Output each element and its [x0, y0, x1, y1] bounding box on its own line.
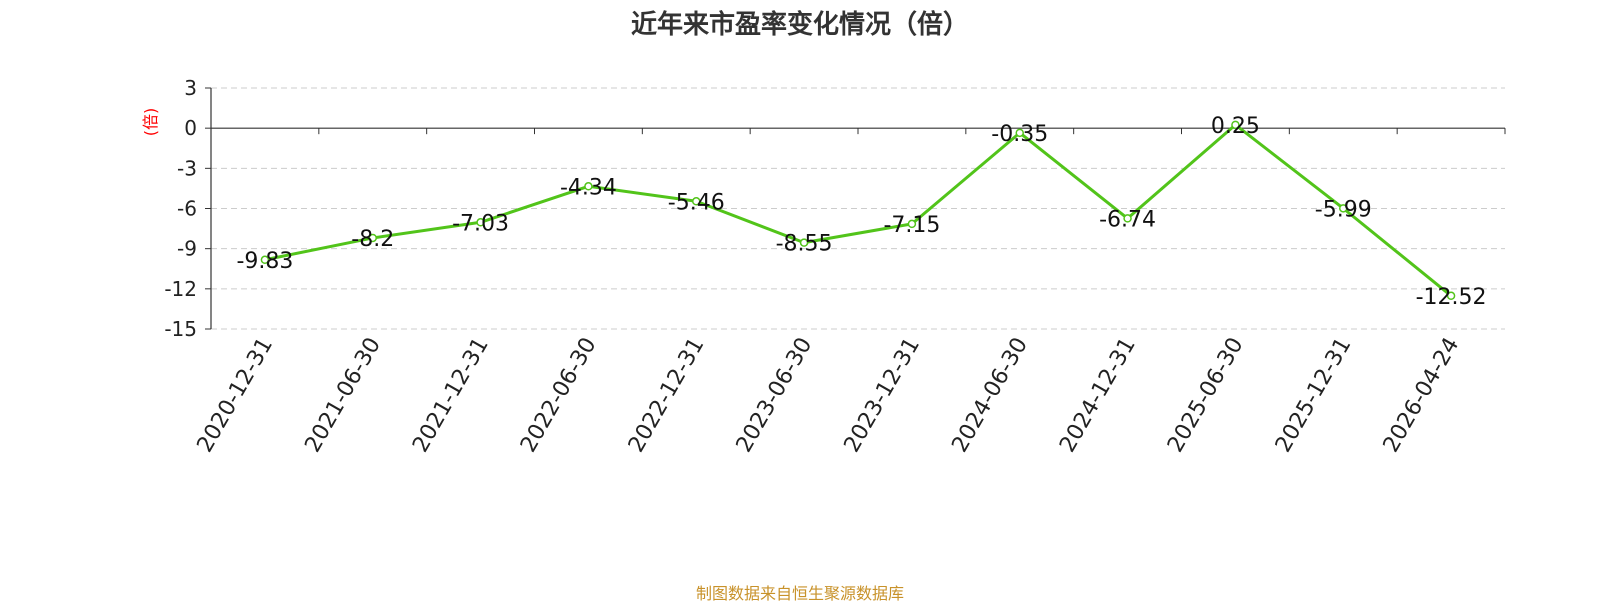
axes: 3 0 -3 -6 -9 -12 -15 (倍) 2020-12-31 2021-06-30 202…	[141, 76, 1506, 457]
data-label: 0.25	[1211, 114, 1260, 139]
x-tick-label: 2023-06-30	[732, 334, 818, 457]
y-tick-label: -3	[177, 156, 197, 180]
data-label: -4.34	[560, 175, 617, 200]
data-point	[368, 233, 377, 243]
x-tick-label: 2024-12-31	[1055, 334, 1141, 457]
data-label: -7.03	[452, 211, 509, 236]
y-tick-label: -15	[164, 317, 197, 341]
data-point	[476, 218, 485, 227]
x-tick-label: 2026-04-24	[1379, 334, 1465, 457]
data-point	[1231, 120, 1240, 130]
x-tick-label: 2024-06-30	[947, 334, 1033, 457]
y-tick-label: -9	[177, 237, 197, 261]
data-label: -7.15	[883, 213, 940, 238]
data-point	[1446, 291, 1456, 301]
x-tick-label: 2020-12-31	[193, 334, 279, 457]
x-tick-label: 2023-12-31	[840, 334, 926, 457]
y-tick-label: -6	[177, 197, 197, 221]
data-point	[799, 238, 809, 247]
data-label: -9.83	[236, 249, 293, 274]
data-labels: -9.83 -8.2 -7.03 -4.34 -5.46 -8.55 -7.15 -0.35 -…	[236, 114, 1486, 310]
x-tick-label: 2025-06-30	[1163, 334, 1249, 457]
y-axis-label: (倍)	[141, 108, 160, 137]
data-point	[692, 197, 701, 206]
x-tick-label: 2022-06-30	[516, 334, 602, 457]
y-tick-label: 0	[184, 116, 197, 140]
data-label: -5.46	[668, 190, 725, 215]
chart-title: 近年来市盈率变化情况（倍）	[630, 10, 969, 40]
data-label: -6.74	[1099, 207, 1156, 232]
data-label: -12.52	[1416, 285, 1487, 310]
data-point	[584, 182, 593, 191]
data-label: -8.2	[351, 227, 394, 252]
y-tick-label: -12	[164, 277, 197, 301]
data-label: -5.99	[1315, 197, 1372, 222]
x-tick-label: 2022-12-31	[624, 334, 710, 457]
y-tick-label: 3	[184, 76, 197, 100]
data-point	[1123, 214, 1132, 223]
data-point	[907, 219, 917, 229]
x-tick-label: 2025-12-31	[1271, 334, 1357, 457]
series-line	[264, 123, 1453, 297]
x-tick-label: 2021-06-30	[300, 334, 386, 457]
data-point	[1339, 204, 1348, 213]
data-label: -8.55	[776, 232, 833, 257]
data-label: -0.35	[991, 122, 1048, 147]
data-point	[1015, 128, 1024, 138]
source-note: 制图数据来自恒生聚源数据库	[695, 584, 904, 603]
x-tick-label: 2021-12-31	[408, 334, 494, 457]
data-point	[260, 255, 270, 265]
grid-lines	[211, 87, 1505, 330]
series	[260, 120, 1456, 301]
